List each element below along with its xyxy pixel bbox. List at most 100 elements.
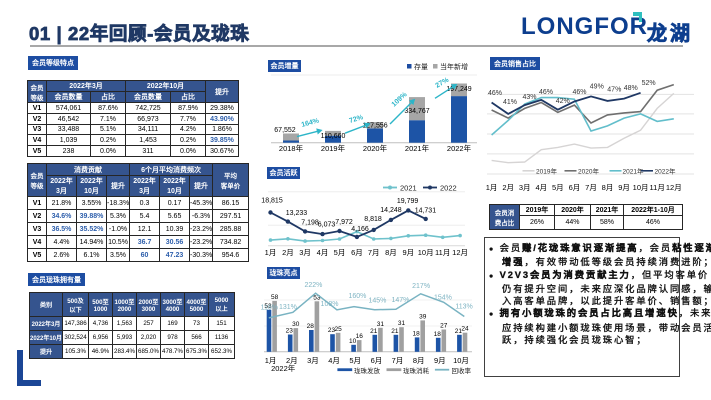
svg-text:13,233: 13,233 xyxy=(286,210,308,217)
svg-text:31: 31 xyxy=(398,320,406,327)
svg-text:49%: 49% xyxy=(590,84,604,91)
svg-text:2020年: 2020年 xyxy=(363,143,388,153)
svg-text:2019年: 2019年 xyxy=(536,167,557,176)
svg-text:6月: 6月 xyxy=(351,248,363,257)
svg-text:14,248: 14,248 xyxy=(380,207,402,214)
svg-text:46%: 46% xyxy=(572,89,586,96)
svg-text:23: 23 xyxy=(328,327,336,334)
svg-text:2019年: 2019年 xyxy=(321,143,346,153)
svg-text:197,249: 197,249 xyxy=(446,86,471,93)
svg-text:164%: 164% xyxy=(301,117,321,129)
svg-text:18: 18 xyxy=(412,330,420,337)
svg-text:110,660: 110,660 xyxy=(321,133,346,140)
svg-text:41%: 41% xyxy=(503,99,517,106)
svg-text:2021年: 2021年 xyxy=(405,143,430,153)
svg-text:217%: 217% xyxy=(412,283,430,290)
svg-text:19,799: 19,799 xyxy=(397,198,419,205)
svg-text:2022年: 2022年 xyxy=(447,143,472,153)
svg-text:4月: 4月 xyxy=(535,183,547,192)
svg-text:回收率: 回收率 xyxy=(452,366,472,375)
svg-text:154%: 154% xyxy=(434,295,452,302)
svg-text:67,552: 67,552 xyxy=(274,127,296,134)
svg-text:14,731: 14,731 xyxy=(415,207,437,214)
svg-text:4月: 4月 xyxy=(328,356,340,365)
svg-text:当年新增: 当年新增 xyxy=(440,62,468,71)
svg-text:21: 21 xyxy=(391,328,399,335)
svg-text:2022年: 2022年 xyxy=(271,363,296,373)
svg-text:16: 16 xyxy=(356,333,364,340)
svg-text:7月: 7月 xyxy=(585,183,597,192)
svg-text:1月: 1月 xyxy=(486,183,498,192)
svg-text:10: 10 xyxy=(349,338,357,345)
svg-text:10月: 10月 xyxy=(453,356,469,365)
svg-text:48%: 48% xyxy=(624,85,638,92)
svg-text:2020年: 2020年 xyxy=(578,167,599,176)
svg-text:7月: 7月 xyxy=(392,356,404,365)
svg-text:6月: 6月 xyxy=(569,183,581,192)
svg-text:2月: 2月 xyxy=(282,248,294,257)
svg-text:11月: 11月 xyxy=(650,183,665,192)
svg-text:72%: 72% xyxy=(349,114,365,125)
svg-text:108%: 108% xyxy=(321,301,339,308)
svg-text:8月: 8月 xyxy=(413,356,425,365)
svg-text:52%: 52% xyxy=(642,80,656,87)
svg-text:113%: 113% xyxy=(455,304,472,311)
svg-text:2018年: 2018年 xyxy=(279,143,304,153)
svg-text:53: 53 xyxy=(264,303,272,310)
svg-text:47%: 47% xyxy=(607,87,621,94)
svg-text:23: 23 xyxy=(286,328,294,335)
svg-text:8月: 8月 xyxy=(602,183,614,192)
svg-text:21: 21 xyxy=(370,328,378,335)
svg-text:5月: 5月 xyxy=(334,248,346,257)
svg-text:53: 53 xyxy=(313,294,321,301)
svg-text:10月: 10月 xyxy=(418,248,434,257)
svg-text:127,556: 127,556 xyxy=(362,123,387,130)
svg-text:6,073: 6,073 xyxy=(318,222,336,229)
svg-text:5月: 5月 xyxy=(552,183,564,192)
svg-text:18: 18 xyxy=(434,331,442,338)
svg-text:58: 58 xyxy=(271,294,279,301)
svg-text:3月: 3月 xyxy=(307,356,319,365)
svg-text:2021: 2021 xyxy=(400,184,417,193)
svg-text:11月: 11月 xyxy=(435,248,450,257)
svg-text:2月: 2月 xyxy=(502,183,514,192)
svg-text:145%: 145% xyxy=(368,298,386,305)
svg-text:147%: 147% xyxy=(391,297,409,304)
svg-text:39: 39 xyxy=(419,313,427,320)
svg-text:4,166: 4,166 xyxy=(351,226,369,233)
svg-text:46%: 46% xyxy=(488,90,502,97)
svg-text:2021年: 2021年 xyxy=(623,167,644,176)
svg-text:1月: 1月 xyxy=(265,248,277,257)
svg-text:9月: 9月 xyxy=(434,356,446,365)
svg-text:31: 31 xyxy=(377,321,385,328)
svg-text:9月: 9月 xyxy=(618,183,630,192)
svg-text:6月: 6月 xyxy=(371,356,383,365)
svg-text:28: 28 xyxy=(307,323,315,330)
svg-text:160%: 160% xyxy=(348,293,366,300)
svg-text:珑珠发放: 珑珠发放 xyxy=(354,366,381,375)
svg-text:4月: 4月 xyxy=(317,248,329,257)
svg-text:12月: 12月 xyxy=(452,248,468,257)
svg-text:3月: 3月 xyxy=(519,183,531,192)
svg-text:3月: 3月 xyxy=(299,248,311,257)
svg-text:42%: 42% xyxy=(556,98,570,105)
svg-text:25: 25 xyxy=(334,326,342,333)
svg-text:334,767: 334,767 xyxy=(404,108,429,115)
svg-text:2月: 2月 xyxy=(286,356,298,365)
svg-text:8月: 8月 xyxy=(385,248,397,257)
svg-text:7月: 7月 xyxy=(368,248,380,257)
svg-text:43%: 43% xyxy=(522,94,536,101)
svg-text:21: 21 xyxy=(455,328,463,335)
svg-text:8,818: 8,818 xyxy=(364,216,382,223)
svg-text:27: 27 xyxy=(440,323,448,330)
svg-text:116%: 116% xyxy=(261,304,278,311)
svg-text:珑珠消耗: 珑珠消耗 xyxy=(403,366,430,375)
svg-text:2022年: 2022年 xyxy=(655,167,676,176)
svg-text:1月: 1月 xyxy=(265,356,277,365)
svg-text:18,815: 18,815 xyxy=(261,198,283,205)
svg-text:7,198: 7,198 xyxy=(301,220,319,227)
svg-text:9月: 9月 xyxy=(402,248,414,257)
svg-text:131%: 131% xyxy=(279,304,297,311)
svg-text:46%: 46% xyxy=(539,89,553,96)
svg-text:12月: 12月 xyxy=(666,183,682,192)
